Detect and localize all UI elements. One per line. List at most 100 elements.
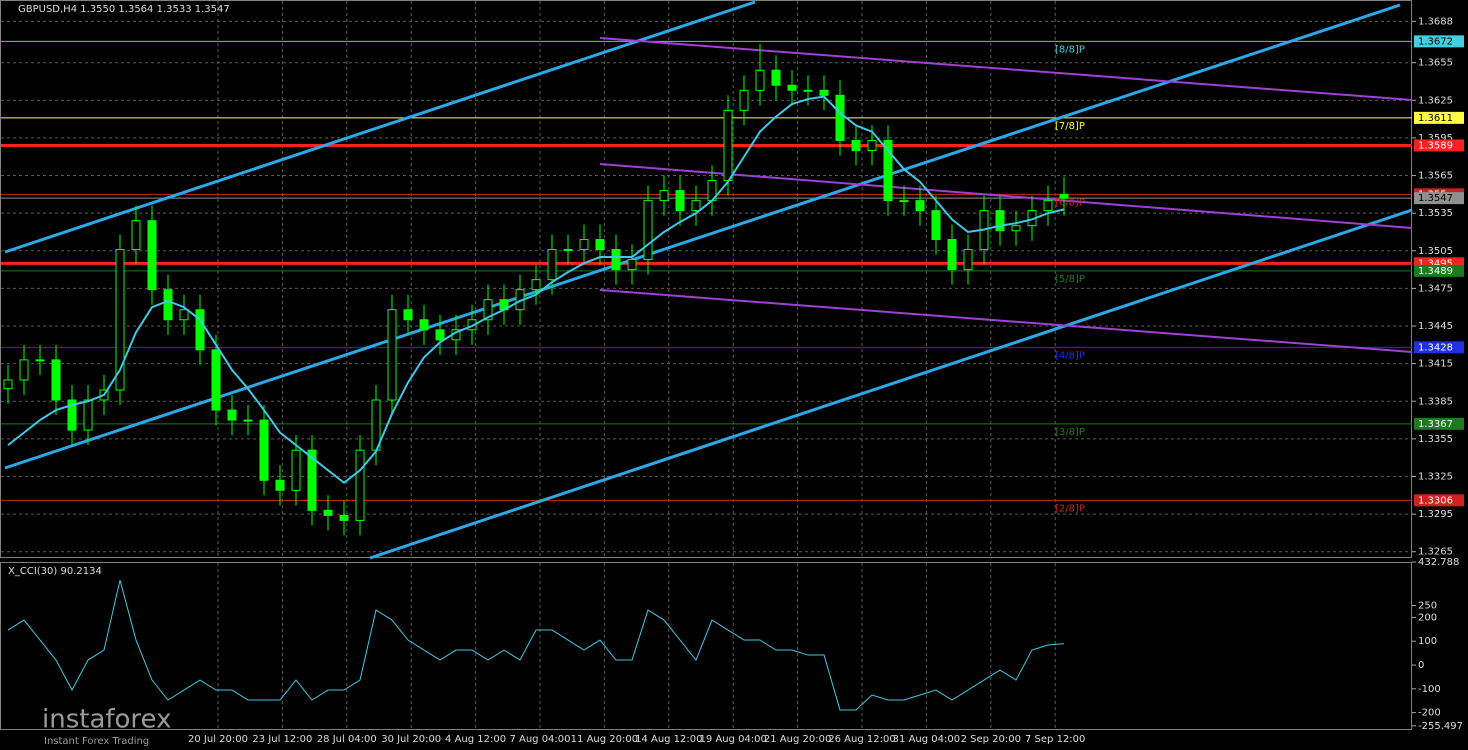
candle-body — [995, 210, 1005, 232]
x-tick-label: 31 Aug 04:00 — [893, 734, 960, 745]
candle-body — [579, 239, 589, 251]
candle-body — [355, 449, 365, 521]
candle-body — [835, 94, 845, 141]
y-tick-label: 200 — [1418, 612, 1437, 623]
candle-body — [803, 89, 813, 92]
x-tick-label: 19 Aug 04:00 — [699, 734, 766, 745]
candle-body — [1011, 225, 1021, 232]
y-tick-label: 250 — [1418, 601, 1437, 612]
y-tick-label: 1.3265 — [1418, 547, 1453, 558]
candle-body — [3, 379, 13, 390]
candle-body — [819, 89, 829, 96]
candle-body — [659, 190, 669, 202]
candle-body — [915, 200, 925, 212]
price-box-label: 1.3367 — [1418, 419, 1453, 430]
price-box — [1414, 264, 1464, 277]
chart-title: GBPUSD,H4 1.3550 1.3564 1.3533 1.3547 — [18, 4, 230, 15]
candle-body — [963, 249, 973, 271]
x-tick-label: 21 Aug 20:00 — [764, 734, 831, 745]
price-box-label: 1.3547 — [1418, 193, 1453, 204]
y-tick-label: 1.3445 — [1418, 321, 1453, 332]
y-tick-label: 1.3688 — [1418, 16, 1453, 27]
price-box — [1414, 494, 1464, 507]
y-tick-label: 1.3355 — [1418, 434, 1453, 445]
channel-line — [4, 0, 756, 254]
x-tick-label: 11 Aug 20:00 — [571, 734, 638, 745]
x-tick-label: 23 Jul 12:00 — [252, 734, 312, 745]
y-tick-label: 1.3565 — [1418, 171, 1453, 182]
murrey-label: [6/8]P — [1055, 197, 1085, 208]
watermark-tagline: Instant Forex Trading — [44, 736, 149, 747]
candle-body — [419, 319, 429, 331]
y-tick-label: 100 — [1418, 636, 1437, 647]
price-box — [1414, 417, 1464, 430]
candle-body — [387, 309, 397, 401]
price-box — [1414, 111, 1464, 124]
price-box-label: 1.3306 — [1418, 495, 1453, 506]
regression-line — [599, 37, 1413, 101]
candle-body — [195, 309, 205, 351]
candle-body — [227, 409, 237, 421]
candle-body — [435, 329, 445, 341]
candle-body — [51, 359, 61, 401]
price-box-label: 1.3489 — [1418, 266, 1453, 277]
x-tick-label: 26 Aug 12:00 — [828, 734, 895, 745]
candle-body — [931, 210, 941, 241]
murrey-label: [3/8]P — [1055, 427, 1085, 438]
candle-body — [291, 449, 301, 491]
price-box-label: 1.3428 — [1418, 342, 1453, 353]
candle-body — [627, 259, 637, 271]
x-tick-label: 2 Sep 20:00 — [961, 734, 1021, 745]
candle-body — [531, 279, 541, 291]
candle-body — [131, 220, 141, 251]
candle-body — [339, 514, 349, 521]
candle-body — [947, 239, 957, 271]
candle-body — [179, 309, 189, 321]
candle-body — [1043, 200, 1053, 212]
price-box — [1414, 341, 1464, 354]
y-tick-label: 432.788 — [1418, 557, 1459, 568]
candle-body — [259, 419, 269, 481]
murrey-label: [5/8]P — [1055, 274, 1085, 285]
candle-body — [307, 449, 317, 511]
x-tick-label: 7 Aug 04:00 — [509, 734, 570, 745]
y-tick-label: 0 — [1418, 660, 1424, 671]
y-tick-label: 1.3295 — [1418, 509, 1453, 520]
y-tick-label: 1.3595 — [1418, 133, 1453, 144]
y-tick-label: 1.3415 — [1418, 359, 1453, 370]
candle-body — [691, 200, 701, 212]
candle-body — [115, 249, 125, 391]
candle-body — [563, 249, 573, 252]
candle-body — [147, 220, 157, 291]
x-tick-label: 30 Jul 20:00 — [381, 734, 441, 745]
murrey-label: [7/8]P — [1055, 121, 1085, 132]
price-box — [1414, 139, 1464, 152]
price-box-label: 1.3611 — [1418, 113, 1453, 124]
y-tick-label: -255.497 — [1418, 721, 1463, 732]
murrey-label: [2/8]P — [1055, 503, 1085, 514]
regression-line — [599, 163, 1413, 229]
candle-body — [275, 479, 285, 491]
candle-body — [675, 190, 685, 212]
candle-body — [755, 69, 765, 91]
watermark-brand: instaforex — [42, 705, 171, 735]
watermark: instaforex Instant Forex Trading — [42, 705, 171, 748]
cci-title: X_CCI(30) 90.2134 — [8, 566, 102, 577]
candle-body — [323, 509, 333, 516]
murrey-label: [4/8]P — [1055, 350, 1085, 361]
y-tick-label: 1.3535 — [1418, 208, 1453, 219]
candle-body — [643, 200, 653, 261]
candle-body — [483, 299, 493, 321]
candle-body — [211, 349, 221, 411]
candle-body — [163, 289, 173, 321]
candle-body — [67, 399, 77, 431]
candle-body — [547, 249, 557, 281]
channel-line — [369, 208, 1413, 560]
regression-line — [599, 289, 1413, 353]
candle-body — [723, 109, 733, 182]
y-tick-label: 1.3475 — [1418, 283, 1453, 294]
y-tick-label: -100 — [1418, 684, 1441, 695]
